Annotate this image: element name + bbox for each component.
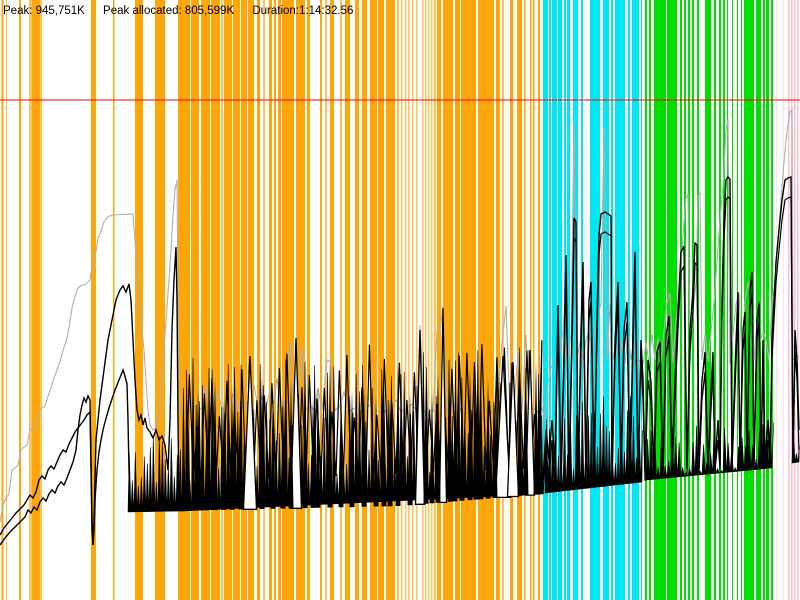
peak-allocated-value: Peak allocated: 805,599K xyxy=(103,5,235,17)
chart-header: Peak: 945,751K Peak allocated: 805,599K … xyxy=(3,5,368,17)
peak-value: Peak: 945,751K xyxy=(3,5,85,17)
duration-value: Duration:1:14:32.56 xyxy=(252,5,354,17)
